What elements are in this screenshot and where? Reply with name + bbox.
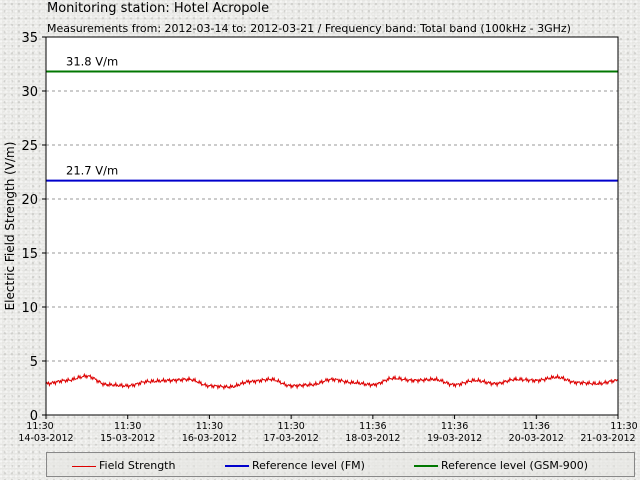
- data-point: [310, 384, 313, 386]
- data-point: [188, 378, 190, 380]
- data-point: [535, 379, 537, 382]
- y-tick-label: 0: [30, 409, 38, 424]
- x-tick-date: 17-03-2012: [264, 433, 319, 444]
- x-tick-date: 20-03-2012: [509, 433, 564, 444]
- data-point: [167, 379, 170, 382]
- data-point: [147, 380, 149, 383]
- x-axis: 11:3014-03-201211:3015-03-201211:3016-03…: [18, 415, 638, 444]
- series-line-field-strength: [45, 372, 619, 391]
- y-tick-label: 25: [21, 139, 38, 154]
- x-tick-time: 11:36: [359, 421, 386, 432]
- y-tick-label: 15: [21, 247, 38, 262]
- data-point: [229, 386, 231, 388]
- data-point: [474, 379, 476, 382]
- y-tick-label: 35: [21, 31, 38, 46]
- page-title: Monitoring station: Hotel Acropole: [47, 1, 270, 16]
- data-point: [433, 378, 435, 380]
- data-point: [331, 378, 333, 380]
- data-point: [413, 379, 415, 382]
- data-point: [453, 384, 456, 386]
- x-tick-date: 21-03-2012: [580, 433, 635, 444]
- legend-item-field-strength: Field Strength: [72, 459, 175, 472]
- data-point: [290, 385, 292, 387]
- data-point: [494, 383, 497, 385]
- data-point: [372, 384, 374, 386]
- y-axis-label: Electric Field Strength (V/m): [3, 142, 17, 311]
- x-tick-time: 11:30: [26, 421, 53, 432]
- x-tick-date: 14-03-2012: [18, 433, 73, 444]
- data-point: [596, 383, 599, 385]
- x-tick-time: 11:36: [523, 421, 550, 432]
- grid: [46, 90, 618, 362]
- data-point: [515, 378, 517, 380]
- data-point: [351, 382, 354, 384]
- data-point: [270, 378, 272, 380]
- data-point: [208, 385, 211, 387]
- data-point: [556, 376, 558, 378]
- legend-item-reference-gsm: Reference level (GSM-900): [414, 459, 588, 472]
- data-point: [65, 379, 68, 382]
- legend-swatch-field-strength: [72, 465, 96, 467]
- data-point: [86, 375, 88, 377]
- legend-label-reference-fm: Reference level (FM): [252, 459, 365, 472]
- data-point: [106, 384, 108, 386]
- x-tick-time: 11:30: [610, 421, 637, 432]
- y-tick-label: 30: [21, 85, 38, 100]
- reference-line-label: 21.7 V/m: [66, 164, 118, 178]
- x-tick-date: 15-03-2012: [100, 433, 155, 444]
- legend-label-reference-gsm: Reference level (GSM-900): [441, 459, 589, 472]
- page-subtitle: Measurements from: 2012-03-14 to: 2012-0…: [47, 22, 571, 35]
- plot-frame: [45, 36, 619, 416]
- y-tick-label: 20: [21, 193, 38, 208]
- x-tick-time: 11:30: [196, 421, 223, 432]
- y-axis: 0 5 10 15 20 25 30 35: [21, 31, 46, 424]
- reference-lines: 31.8 V/m 21.7 V/m: [46, 55, 618, 182]
- data-point: [392, 377, 394, 379]
- data-point: [576, 382, 578, 384]
- legend-swatch-reference-fm: [225, 465, 249, 467]
- legend-swatch-reference-gsm: [414, 465, 438, 467]
- y-tick-label: 5: [30, 355, 38, 370]
- legend-label-field-strength: Field Strength: [99, 459, 176, 472]
- plot-area: [46, 37, 618, 415]
- legend: Field Strength Reference level (FM) Refe…: [46, 452, 635, 477]
- y-tick-label: 10: [21, 301, 38, 316]
- x-tick-date: 18-03-2012: [345, 433, 400, 444]
- x-tick-date: 16-03-2012: [182, 433, 237, 444]
- data-point: [249, 380, 251, 383]
- x-tick-time: 11:36: [441, 421, 468, 432]
- x-tick-time: 11:30: [114, 421, 141, 432]
- series-layer: [45, 372, 619, 391]
- data-point: [127, 385, 129, 387]
- reference-line-label: 31.8 V/m: [66, 55, 118, 69]
- legend-item-reference-fm: Reference level (FM): [225, 459, 365, 472]
- x-tick-date: 19-03-2012: [427, 433, 482, 444]
- x-tick-time: 11:30: [277, 421, 304, 432]
